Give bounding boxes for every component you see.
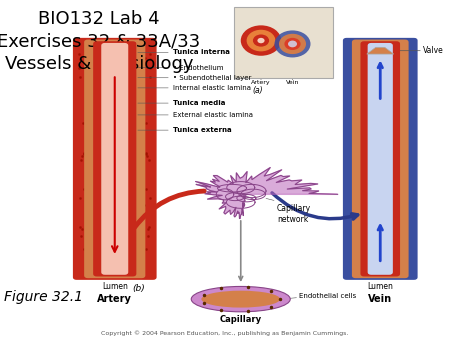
Polygon shape: [367, 47, 394, 54]
Circle shape: [241, 25, 281, 56]
Circle shape: [247, 30, 275, 51]
Ellipse shape: [191, 287, 290, 312]
Circle shape: [279, 34, 306, 54]
Text: (a): (a): [252, 86, 263, 95]
Text: Figure 32.1: Figure 32.1: [4, 290, 84, 304]
Text: Internal elastic lamina: Internal elastic lamina: [173, 85, 251, 91]
Text: Vein: Vein: [368, 294, 392, 304]
FancyBboxPatch shape: [343, 38, 418, 280]
FancyBboxPatch shape: [93, 41, 136, 276]
Text: Lumen: Lumen: [102, 282, 128, 291]
Text: Tunica interna: Tunica interna: [173, 49, 230, 55]
FancyBboxPatch shape: [234, 7, 333, 78]
Text: External elastic lamina: External elastic lamina: [173, 112, 253, 118]
Text: • Endothelium: • Endothelium: [173, 65, 224, 71]
Circle shape: [274, 30, 310, 57]
Text: Capillary
network: Capillary network: [277, 204, 311, 224]
Circle shape: [257, 38, 265, 43]
Circle shape: [253, 34, 269, 47]
Text: Artery: Artery: [97, 294, 132, 304]
FancyBboxPatch shape: [73, 38, 157, 280]
Text: Copyright © 2004 Pearson Education, Inc., publishing as Benjamin Cummings.: Copyright © 2004 Pearson Education, Inc.…: [101, 331, 349, 336]
Text: Vein: Vein: [286, 80, 299, 86]
Text: Tunica externa: Tunica externa: [173, 127, 232, 133]
Text: BIO132 Lab 4
Exercises 32 & 33A/33
Vessels & Physiology: BIO132 Lab 4 Exercises 32 & 33A/33 Vesse…: [0, 10, 201, 73]
Text: Capillary: Capillary: [220, 315, 262, 324]
Text: • Subendothelial layer: • Subendothelial layer: [173, 75, 252, 81]
FancyBboxPatch shape: [84, 40, 145, 278]
Ellipse shape: [202, 291, 280, 308]
FancyBboxPatch shape: [101, 43, 128, 275]
Text: Tunica media: Tunica media: [173, 100, 225, 106]
Text: Lumen: Lumen: [367, 282, 393, 291]
Text: Valve: Valve: [423, 46, 444, 55]
Polygon shape: [195, 167, 338, 219]
FancyBboxPatch shape: [368, 43, 393, 275]
Circle shape: [284, 38, 301, 50]
Text: Artery: Artery: [251, 80, 271, 86]
FancyBboxPatch shape: [360, 41, 400, 276]
FancyBboxPatch shape: [352, 40, 409, 278]
Circle shape: [288, 41, 297, 47]
Text: Endothelial cells: Endothelial cells: [299, 293, 356, 299]
Text: (b): (b): [133, 285, 145, 293]
